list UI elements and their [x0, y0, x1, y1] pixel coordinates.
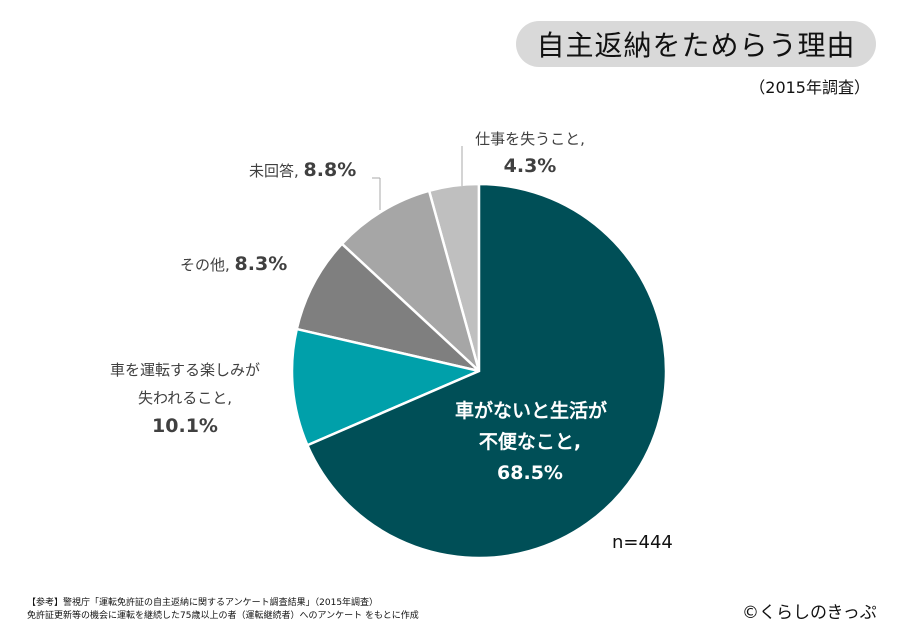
copyright: ©くらしのきっぷ [742, 603, 877, 623]
slice-label-no-car: 車がないと生活が 不便なこと, 68.5% [455, 396, 608, 489]
label-text: 未回答, [249, 162, 304, 180]
source-note: 【参考】警視庁「運転免許証の自主返納に関するアンケート調査結果」（2015年調査… [27, 597, 419, 623]
value-label: 68.5% [497, 462, 563, 484]
chart-subtitle: （2015年調査） [749, 78, 870, 97]
source-line: 【参考】警視庁「運転免許証の自主返納に関するアンケート調査結果」（2015年調査… [27, 598, 379, 608]
value-label: 10.1% [152, 415, 218, 437]
slice-label-other: その他, 8.3% [180, 250, 287, 279]
pie-slice-0 [305, 182, 668, 560]
value-label: 8.8% [303, 159, 357, 181]
value-label: 8.3% [234, 253, 288, 275]
pie-slice-1 [290, 327, 483, 447]
label-line: 仕事を失うこと, [475, 130, 585, 148]
chart-title: 自主返納をためらう理由 [516, 21, 876, 67]
source-line: 免許証更新等の機会に運転を継続した75歳以上の者（運転継続者）へのアンケート を… [27, 611, 419, 621]
slice-label-job: 仕事を失うこと, 4.3% [470, 126, 590, 181]
label-line: 不便なこと, [478, 431, 582, 453]
value-label: 4.3% [503, 155, 557, 177]
label-line: 車がないと生活が [455, 400, 608, 422]
pie-slice-3 [340, 189, 482, 375]
slice-label-unanswered: 未回答, 8.8% [249, 156, 356, 185]
slice-label-driving-fun: 車を運転する楽しみが 失われること, 10.1% [105, 356, 265, 441]
label-line: 失われること, [137, 389, 233, 407]
label-text: その他, [180, 256, 235, 274]
sample-size: n=444 [612, 532, 673, 553]
label-line: 車を運転する楽しみが [109, 361, 260, 379]
